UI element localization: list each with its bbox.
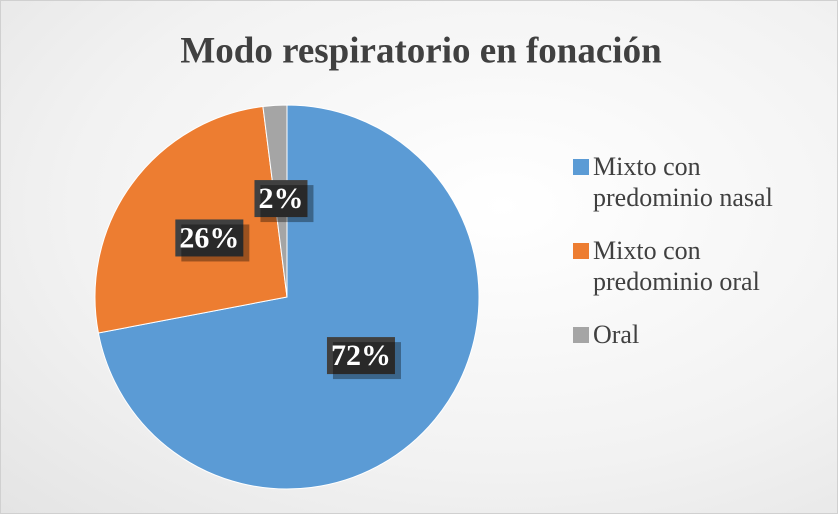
legend-label: Oral bbox=[593, 320, 640, 349]
data-label-box bbox=[326, 337, 395, 375]
data-label-shadow bbox=[181, 224, 250, 262]
legend-label: Mixto con predominio oral bbox=[593, 236, 760, 296]
legend-item: Mixto con predominio oral bbox=[573, 235, 823, 297]
legend-label: Mixto con predominio nasal bbox=[593, 152, 773, 212]
legend: Mixto con predominio nasal Mixto con pred… bbox=[573, 151, 823, 372]
data-label: 26% bbox=[175, 219, 250, 262]
data-label-box bbox=[175, 219, 244, 257]
data-label-text: 2% bbox=[258, 182, 303, 215]
legend-swatch bbox=[573, 327, 589, 343]
data-label-text: 26% bbox=[179, 221, 239, 254]
data-label-box bbox=[254, 180, 308, 218]
legend-swatch bbox=[573, 159, 589, 175]
data-label-shadow bbox=[260, 185, 314, 223]
chart-title: Modo respiratorio en fonación bbox=[180, 30, 662, 71]
pie-slice bbox=[97, 104, 480, 490]
legend-item: Oral bbox=[573, 319, 823, 350]
data-label: 72% bbox=[326, 337, 401, 380]
data-label-text: 72% bbox=[331, 339, 391, 372]
legend-item: Mixto con predominio nasal bbox=[573, 151, 823, 213]
legend-swatch bbox=[573, 243, 589, 259]
data-label-shadow bbox=[332, 342, 401, 380]
data-label: 2% bbox=[254, 180, 314, 223]
